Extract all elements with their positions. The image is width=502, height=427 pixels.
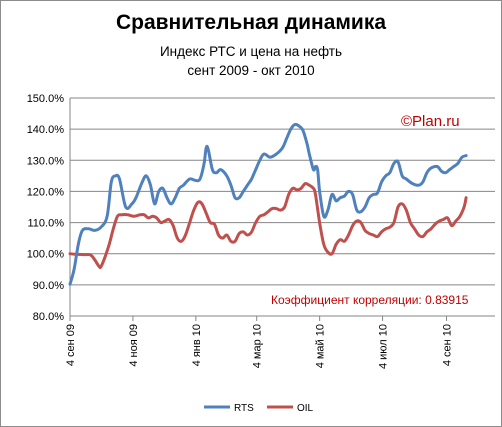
legend-label-oil: OIL <box>297 403 314 414</box>
x-tick-label: 4 сен 09 <box>65 324 77 366</box>
y-axis: 150.0% 140.0% 130.0% 120.0% 110.0% 100.0% 90.0… <box>27 93 71 323</box>
watermark-text: ©Plan.ru <box>401 113 460 130</box>
chart-subtitle-line2: сент 2009 - окт 2010 <box>187 63 315 78</box>
y-tick-label: 90.0% <box>33 280 64 292</box>
legend: RTS OIL <box>204 403 314 414</box>
x-tick-label: 4 янв 10 <box>191 324 203 366</box>
gridlines <box>70 97 495 317</box>
chart-subtitle-line1: Индекс РТС и цена на нефть <box>159 44 343 59</box>
legend-label-rts: RTS <box>234 403 254 414</box>
series-line-rts <box>68 122 468 286</box>
chart-title: Сравнительная динамика <box>115 11 387 34</box>
y-tick-label: 100.0% <box>27 249 65 261</box>
y-tick-label: 150.0% <box>27 93 65 105</box>
x-tick-label: 4 мар 10 <box>252 324 264 368</box>
series-lines <box>68 122 468 286</box>
x-tick-label: 4 июл 10 <box>378 324 390 369</box>
x-tick-label: 4 сен 10 <box>442 324 454 366</box>
correlation-label: Коэффициент корреляции: 0.83915 <box>271 293 469 307</box>
y-tick-label: 80.0% <box>33 311 64 323</box>
y-tick-label: 130.0% <box>27 155 65 167</box>
x-tick-label: 4 май 10 <box>315 324 327 368</box>
y-tick-label: 110.0% <box>28 218 65 230</box>
y-tick-label: 120.0% <box>27 186 65 198</box>
x-axis: 4 сен 09 4 ноя 09 4 янв 10 4 мар 10 4 май 10… <box>65 315 495 369</box>
y-tick-label: 140.0% <box>27 124 65 136</box>
series-line-oil <box>68 181 468 270</box>
x-tick-label: 4 ноя 09 <box>128 324 140 367</box>
